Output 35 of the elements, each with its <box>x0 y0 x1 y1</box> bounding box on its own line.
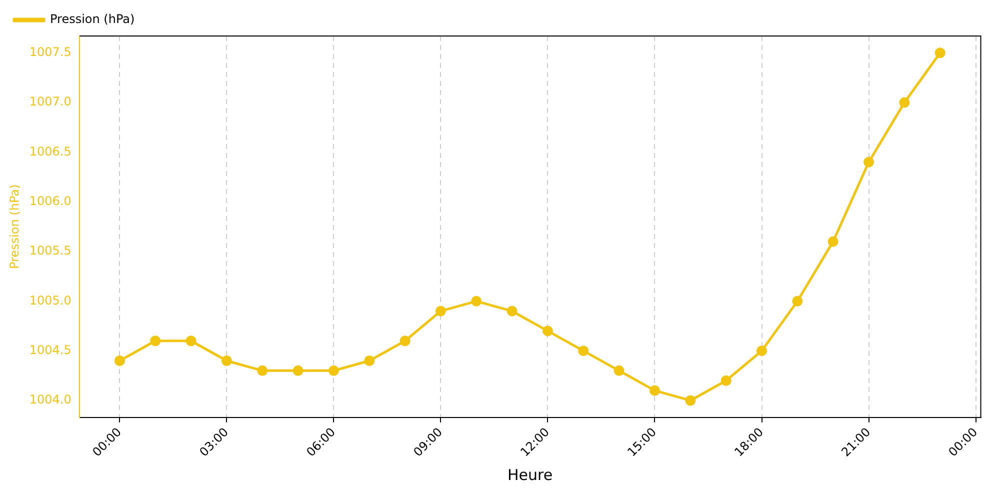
y-tick-label: 1007.5 <box>29 45 72 60</box>
point <box>400 336 410 346</box>
point <box>828 236 838 247</box>
point <box>899 97 910 108</box>
y-tick-label: 1004.5 <box>29 342 72 357</box>
point <box>792 296 803 306</box>
point <box>685 395 696 406</box>
point <box>328 365 339 376</box>
point <box>756 346 768 356</box>
y-axis-title: Pression (hPa) <box>7 184 22 270</box>
y-tick-label: 1004.0 <box>29 392 72 407</box>
point <box>720 375 732 386</box>
point <box>542 326 553 336</box>
legend-label: Pression (hPa) <box>50 12 135 26</box>
point <box>649 385 660 396</box>
y-tick-label: 1006.0 <box>29 194 72 208</box>
point <box>292 365 304 376</box>
point <box>614 365 624 376</box>
point <box>506 306 518 316</box>
point <box>114 356 125 366</box>
y-tick-label: 1005.5 <box>29 244 72 258</box>
y-tick-label: 1006.5 <box>29 144 72 158</box>
y-tick-label: 1007.0 <box>29 94 72 109</box>
point <box>186 336 196 346</box>
point <box>435 306 446 316</box>
x-axis-title: Heure <box>508 466 553 484</box>
point <box>578 346 589 356</box>
point <box>257 365 268 376</box>
point <box>471 296 482 306</box>
point <box>934 48 946 58</box>
point <box>864 156 874 168</box>
point <box>221 356 232 366</box>
point <box>364 356 375 366</box>
point <box>150 336 161 346</box>
y-tick-label: 1005.0 <box>29 293 72 308</box>
